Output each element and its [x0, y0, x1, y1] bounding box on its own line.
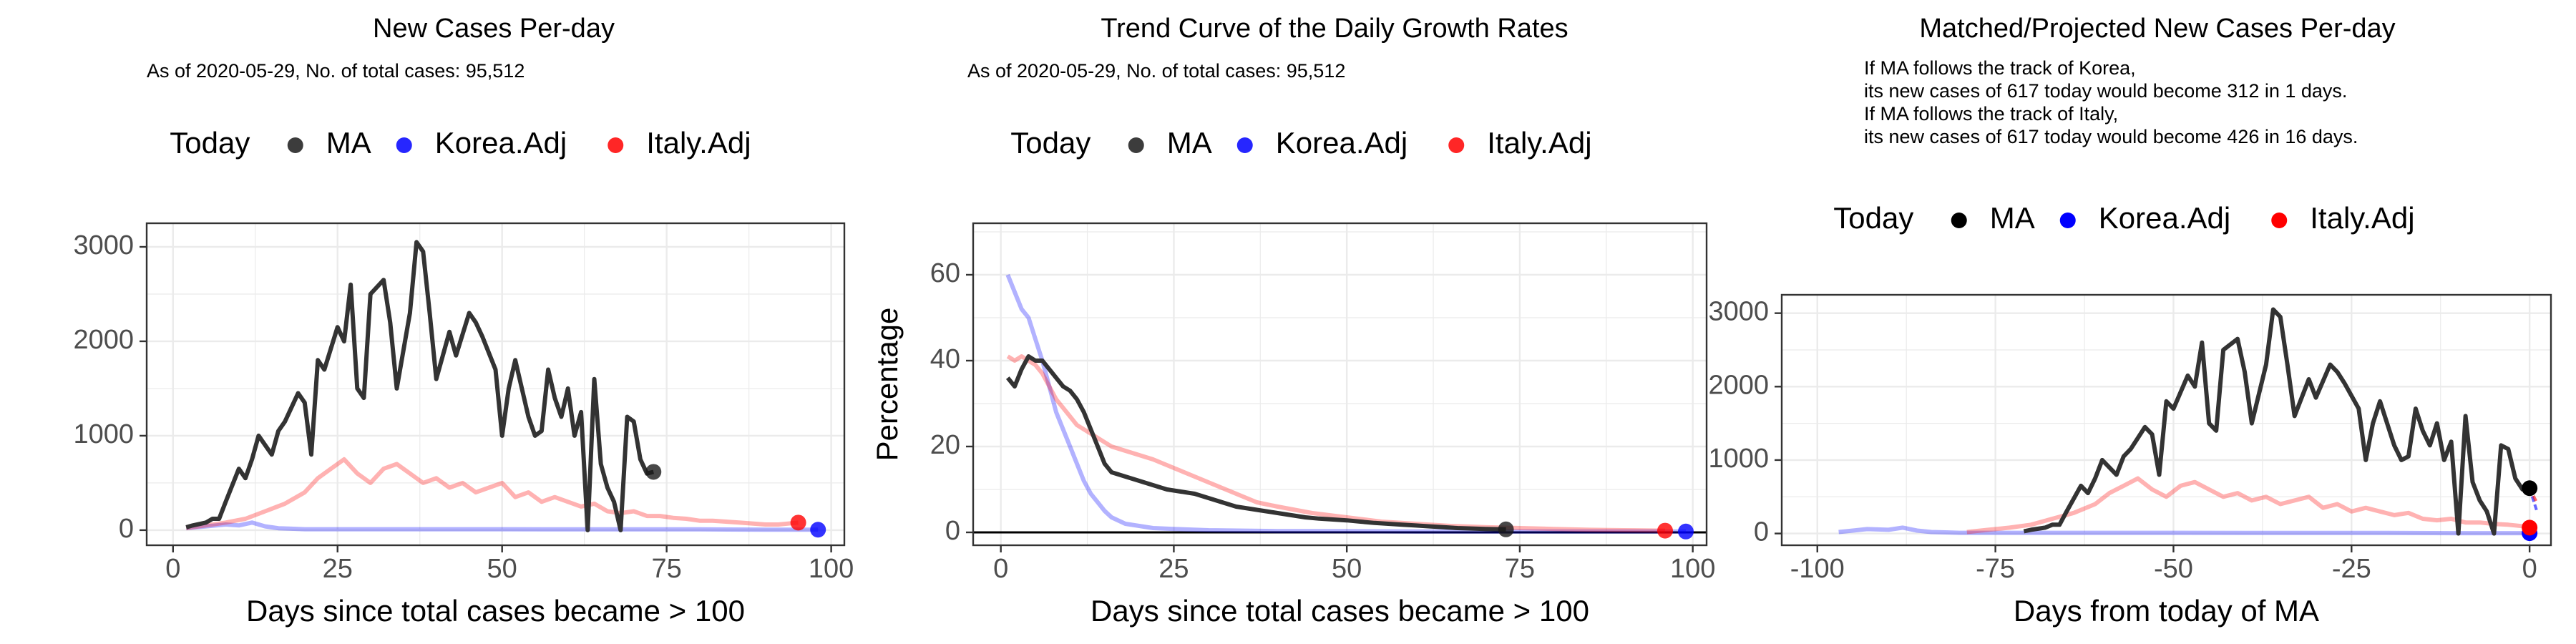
today-marker-italy-adj	[2522, 519, 2538, 536]
y-tick-label: 2000	[73, 325, 134, 355]
legend-label: MA	[326, 126, 371, 160]
y-tick-label: 0	[119, 514, 134, 544]
legend-title: Today	[1833, 201, 1913, 235]
legend-label: Korea.Adj	[1276, 126, 1407, 160]
legend-label: Korea.Adj	[435, 126, 567, 160]
legend: Today MA Korea.Adj Italy.Adj	[1833, 201, 2414, 235]
y-tick-label: 60	[930, 258, 960, 288]
chart-title: Matched/Projected New Cases Per-day	[1919, 14, 2395, 44]
legend-label: MA	[1167, 126, 1212, 160]
legend-label: Italy.Adj	[646, 126, 751, 160]
chart-title: New Cases Per-day	[373, 14, 615, 44]
series-line-ma	[1005, 354, 1506, 532]
x-tick-label: 75	[652, 554, 682, 584]
projection-note: If MA follows the track of Italy,	[1864, 103, 2118, 125]
x-axis-label: Days since total cases became > 100	[246, 594, 745, 628]
y-tick-label: 1000	[1708, 444, 1769, 474]
x-tick-label: 50	[1332, 554, 1362, 584]
x-tick-label: -25	[2332, 554, 2371, 584]
legend-marker-italy-adj	[2271, 213, 2288, 228]
x-tick-label: 0	[165, 554, 180, 584]
today-marker-ma	[1498, 521, 1514, 537]
y-tick-label: 20	[930, 430, 960, 460]
x-tick-label: 100	[809, 554, 854, 584]
grid	[973, 223, 1707, 545]
legend-title: Today	[1010, 126, 1091, 160]
plot-border	[1780, 293, 2552, 547]
legend-label: Korea.Adj	[2099, 201, 2230, 235]
series-line-korea-adj	[1838, 525, 2530, 536]
today-marker-italy-adj	[790, 514, 806, 531]
legend-label: Italy.Adj	[1487, 126, 1591, 160]
chart-panel-3: Matched/Projected New Cases Per-day If MA…	[1708, 14, 2552, 628]
series-line-italy-adj	[185, 457, 799, 531]
x-tick-label: -50	[2154, 554, 2193, 584]
x-axis-label: Days since total cases became > 100	[1091, 594, 1589, 628]
legend-marker-italy-adj	[1448, 137, 1465, 153]
chart-subtitle: As of 2020-05-29, No. of total cases: 95…	[967, 60, 1345, 82]
x-tick-label: 50	[487, 554, 517, 584]
legend-marker-ma	[1951, 213, 1967, 228]
x-tick-label: 100	[1670, 554, 1715, 584]
projection-note: its new cases of 617 today would become …	[1864, 80, 2347, 102]
plot-border	[145, 222, 846, 547]
series-line-italy-adj	[1966, 476, 2530, 535]
series-line-korea-adj	[1005, 273, 1686, 534]
y-tick-label: 1000	[73, 419, 134, 449]
today-marker-ma	[2522, 480, 2538, 497]
legend-marker-italy-adj	[608, 137, 624, 153]
y-tick-label: 3000	[1708, 297, 1769, 327]
y-tick-label: 3000	[73, 230, 134, 260]
x-tick-label: 25	[1158, 554, 1189, 584]
y-tick-label: 40	[930, 344, 960, 374]
x-tick-label: 0	[2522, 554, 2537, 584]
x-tick-label: 75	[1505, 554, 1535, 584]
chart-subtitle: As of 2020-05-29, No. of total cases: 95…	[147, 60, 525, 82]
x-tick-label: 0	[993, 554, 1008, 584]
chart-panel-1: New Cases Per-day As of 2020-05-29, No. o…	[73, 14, 854, 628]
plot-border	[972, 222, 1708, 547]
y-tick-label: 2000	[1708, 370, 1769, 400]
series-line-ma	[185, 240, 654, 532]
today-marker-korea-adj	[1677, 523, 1694, 540]
series-line-korea-adj	[185, 520, 819, 532]
y-tick-label: 0	[1754, 517, 1769, 547]
projection-note: If MA follows the track of Korea,	[1864, 57, 2136, 79]
chart-title: Trend Curve of the Daily Growth Rates	[1101, 14, 1568, 44]
y-tick-label: 0	[945, 516, 960, 546]
x-tick-label: -100	[1790, 554, 1845, 584]
legend-marker-ma	[1128, 137, 1144, 153]
grid	[1782, 295, 2551, 545]
legend-marker-korea-adj	[1236, 137, 1253, 153]
legend-marker-korea-adj	[2059, 213, 2076, 228]
chart-panel-2: Trend Curve of the Daily Growth Rates As …	[870, 14, 1715, 628]
today-marker-italy-adj	[1657, 522, 1673, 539]
legend: Today MA Korea.Adj Italy.Adj	[1010, 126, 1591, 160]
projection-note: its new cases of 617 today would become …	[1864, 126, 2358, 147]
legend-label: Italy.Adj	[2310, 201, 2414, 235]
x-tick-label: 25	[323, 554, 353, 584]
today-marker-ma	[645, 464, 662, 480]
legend-title: Today	[170, 126, 250, 160]
series-line-italy-adj	[1006, 354, 1666, 533]
x-tick-label: -75	[1976, 554, 2015, 584]
y-axis-label: Percentage	[870, 308, 904, 462]
x-axis-label: Days from today of MA	[2014, 594, 2319, 628]
legend-marker-korea-adj	[396, 137, 412, 153]
series-line-ma	[2023, 307, 2530, 536]
legend: Today MA Korea.Adj Italy.Adj	[170, 126, 751, 160]
legend-marker-ma	[287, 137, 303, 153]
legend-label: MA	[1990, 201, 2035, 235]
today-marker-korea-adj	[810, 522, 826, 538]
